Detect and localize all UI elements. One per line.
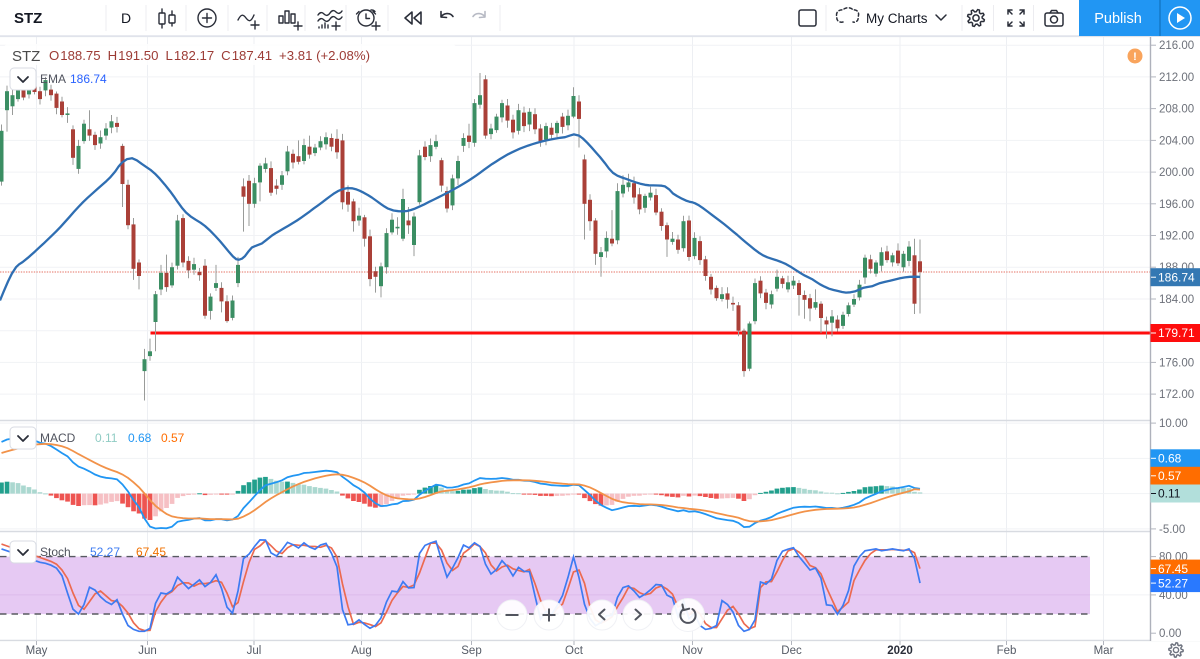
svg-text:Jul: Jul (247, 645, 262, 657)
svg-text:STZ: STZ (12, 48, 40, 65)
svg-text:40.00: 40.00 (1159, 590, 1188, 602)
svg-text:Stoch: Stoch (40, 545, 71, 559)
svg-text:STZ: STZ (14, 10, 42, 27)
svg-text:Mar: Mar (1094, 645, 1114, 657)
svg-text:0.00: 0.00 (1159, 628, 1181, 640)
svg-text:10.00: 10.00 (1159, 418, 1188, 430)
svg-text:!: ! (1133, 51, 1137, 63)
svg-text:172.00: 172.00 (1159, 389, 1194, 401)
svg-text:186.74: 186.74 (1158, 270, 1195, 284)
svg-text:179.71: 179.71 (1158, 326, 1195, 340)
svg-text:52.27: 52.27 (90, 545, 120, 559)
svg-text:216.00: 216.00 (1159, 40, 1194, 52)
svg-text:-5.00: -5.00 (1159, 524, 1185, 536)
svg-text:Publish: Publish (1094, 11, 1142, 27)
svg-text:196.00: 196.00 (1159, 199, 1194, 211)
svg-text:May: May (26, 645, 48, 657)
svg-text:67.45: 67.45 (136, 545, 166, 559)
svg-text:MACD: MACD (40, 431, 76, 445)
svg-text:0.68: 0.68 (1158, 452, 1182, 466)
svg-text:192.00: 192.00 (1159, 231, 1194, 243)
svg-text:0.57: 0.57 (161, 431, 185, 445)
svg-text:0.68: 0.68 (128, 431, 152, 445)
svg-text:Nov: Nov (682, 645, 703, 657)
svg-text:176.00: 176.00 (1159, 357, 1194, 369)
svg-text:Feb: Feb (997, 645, 1017, 657)
svg-text:My Charts: My Charts (866, 11, 928, 26)
svg-text:0.57: 0.57 (1158, 469, 1182, 483)
svg-text:184.00: 184.00 (1159, 294, 1194, 306)
svg-text:Jun: Jun (138, 645, 157, 657)
svg-text:Aug: Aug (351, 645, 371, 657)
svg-text:D: D (121, 10, 131, 26)
svg-text:208.00: 208.00 (1159, 104, 1194, 116)
svg-text:2020: 2020 (887, 645, 913, 657)
svg-text:204.00: 204.00 (1159, 135, 1194, 147)
svg-text:Dec: Dec (781, 645, 802, 657)
svg-text:200.00: 200.00 (1159, 167, 1194, 179)
svg-text:Oct: Oct (565, 645, 584, 657)
svg-text:0.11: 0.11 (95, 431, 118, 445)
svg-text:212.00: 212.00 (1159, 72, 1194, 84)
svg-text:Sep: Sep (461, 645, 481, 657)
svg-text:EMA: EMA (40, 72, 66, 86)
svg-text:0.11: 0.11 (1158, 487, 1181, 501)
svg-text:186.74: 186.74 (70, 72, 107, 86)
svg-text:52.27: 52.27 (1158, 576, 1188, 590)
svg-text:67.45: 67.45 (1158, 562, 1188, 576)
